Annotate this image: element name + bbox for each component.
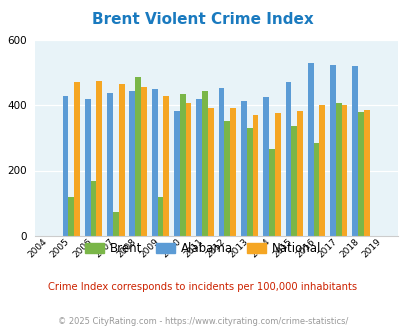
Bar: [113, 213, 119, 236]
Text: Crime Index corresponds to incidents per 100,000 inhabitants: Crime Index corresponds to incidents per…: [48, 282, 357, 292]
Bar: [174, 111, 179, 236]
Bar: [202, 91, 207, 236]
Bar: [329, 65, 335, 236]
Bar: [119, 84, 124, 236]
Legend: Brent, Alabama, National: Brent, Alabama, National: [80, 237, 325, 260]
Bar: [246, 128, 252, 236]
Bar: [163, 96, 169, 236]
Bar: [62, 96, 68, 236]
Bar: [357, 112, 363, 236]
Bar: [207, 108, 213, 236]
Bar: [129, 91, 135, 236]
Text: © 2025 CityRating.com - https://www.cityrating.com/crime-statistics/: © 2025 CityRating.com - https://www.city…: [58, 317, 347, 326]
Bar: [269, 149, 274, 236]
Bar: [151, 89, 157, 236]
Bar: [141, 87, 147, 236]
Bar: [313, 143, 319, 236]
Bar: [74, 82, 80, 236]
Bar: [185, 103, 191, 236]
Text: Brent Violent Crime Index: Brent Violent Crime Index: [92, 12, 313, 26]
Bar: [196, 99, 202, 236]
Bar: [291, 126, 296, 236]
Bar: [224, 121, 230, 236]
Bar: [252, 115, 258, 236]
Bar: [157, 197, 163, 236]
Bar: [90, 181, 96, 236]
Bar: [274, 113, 280, 236]
Bar: [285, 82, 291, 236]
Bar: [230, 108, 235, 236]
Bar: [262, 97, 269, 236]
Bar: [218, 88, 224, 236]
Bar: [85, 98, 90, 236]
Bar: [341, 105, 347, 236]
Bar: [240, 101, 246, 236]
Bar: [96, 81, 102, 236]
Bar: [296, 111, 302, 236]
Bar: [352, 66, 357, 236]
Bar: [319, 105, 324, 236]
Bar: [68, 197, 74, 236]
Bar: [307, 62, 313, 236]
Bar: [107, 93, 113, 236]
Bar: [363, 110, 369, 236]
Bar: [135, 77, 141, 236]
Bar: [179, 94, 185, 236]
Bar: [335, 103, 341, 236]
